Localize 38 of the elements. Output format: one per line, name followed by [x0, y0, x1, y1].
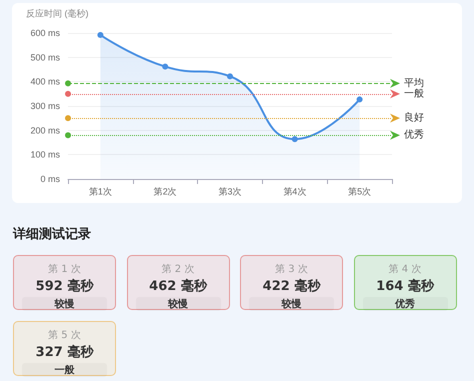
text: 较慢 — [136, 297, 220, 311]
point — [97, 32, 104, 38]
y-tick-label: 400 ms — [30, 76, 60, 87]
x-tick-label: 第4次 — [283, 186, 306, 196]
y-tick-label: 0 ms — [40, 174, 60, 184]
point — [292, 136, 298, 142]
category-label: 第 5 次 — [47, 329, 82, 342]
y-tick-label: 300 ms — [30, 101, 60, 111]
text: 较慢 — [22, 297, 107, 311]
x-tick-label: 第3次 — [218, 186, 242, 196]
point — [356, 96, 363, 102]
category-label: 第 4 次 — [388, 263, 422, 276]
text: 较慢 — [249, 297, 334, 311]
text: 一般 — [22, 363, 107, 377]
category-label: 第 3 次 — [274, 263, 309, 276]
ref-line-label: 一般 — [404, 88, 424, 100]
ref-line-label: 平均 — [404, 76, 424, 89]
y-tick-label: 100 ms — [30, 150, 60, 160]
text: 462 毫秒 — [149, 279, 207, 294]
ref-line-label: 优秀 — [404, 128, 424, 141]
text: 592 毫秒 — [36, 279, 94, 294]
category-label: 第 2 次 — [160, 263, 196, 276]
ref-line-label: 良好 — [404, 112, 424, 124]
y-tick-label: 200 ms — [30, 125, 60, 136]
point — [227, 73, 233, 80]
x-tick-label: 第5次 — [348, 186, 372, 196]
text: 详细测试记录 — [13, 226, 91, 243]
x-tick-label: 第1次 — [88, 186, 112, 196]
y-axis-title: 反应时间 (毫秒) — [26, 8, 88, 18]
text: 422 毫秒 — [262, 279, 320, 294]
x-tick-label: 第2次 — [154, 186, 177, 196]
y-tick-label: 600 ms — [30, 28, 60, 38]
y-tick-label: 500 ms — [30, 52, 60, 62]
category-label: 第 1 次 — [47, 263, 82, 276]
text: 164 毫秒 — [376, 279, 434, 294]
point — [162, 64, 168, 70]
text: 327 毫秒 — [36, 345, 94, 360]
text: 优秀 — [362, 297, 448, 311]
